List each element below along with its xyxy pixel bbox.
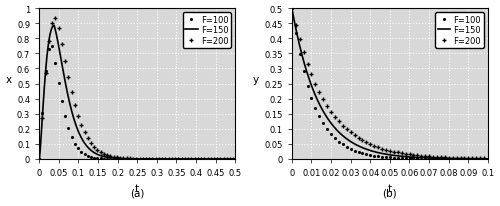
F=200 [52, 18, 59, 20]
F=200 [443, 156, 449, 159]
F=200 [289, 8, 295, 10]
F=150 [479, 158, 485, 160]
F=100 [379, 156, 385, 158]
F=100 [232, 158, 238, 160]
F=200 [479, 157, 485, 160]
Legend: F=100, F=150, F=200: F=100, F=150, F=200 [182, 13, 231, 48]
F=100 [132, 158, 138, 160]
Line: F=150: F=150 [292, 9, 488, 159]
F=100 [226, 158, 232, 160]
F=100 [48, 44, 54, 46]
F=200 [226, 158, 232, 160]
F=100 [299, 63, 305, 66]
F=150 [226, 158, 232, 160]
F=150 [126, 158, 132, 160]
F=100 [443, 158, 449, 160]
F=100 [485, 158, 491, 160]
Title: (a): (a) [130, 188, 144, 198]
F=200 [36, 158, 42, 160]
F=200 [46, 38, 52, 41]
F=200 [232, 158, 238, 160]
F=200 [132, 158, 138, 160]
F=150 [226, 158, 232, 160]
F=150 [443, 157, 449, 160]
Line: F=150: F=150 [39, 26, 235, 159]
F=150 [132, 158, 138, 160]
F=200 [479, 157, 485, 160]
F=150 [36, 158, 42, 160]
F=100 [126, 158, 132, 160]
F=100 [384, 156, 390, 159]
X-axis label: t: t [135, 183, 140, 193]
F=100 [479, 158, 485, 160]
F=100 [479, 158, 485, 160]
F=100 [190, 158, 196, 160]
Y-axis label: y: y [253, 74, 259, 84]
F=150 [51, 25, 57, 28]
F=200 [384, 149, 390, 151]
F=100 [46, 48, 52, 50]
F=150 [384, 153, 390, 156]
F=200 [485, 158, 491, 160]
Line: F=200: F=200 [37, 16, 237, 162]
Y-axis label: x: x [6, 74, 12, 84]
F=150 [299, 54, 305, 56]
Line: F=100: F=100 [38, 43, 237, 161]
F=100 [226, 158, 232, 160]
X-axis label: t: t [388, 183, 392, 193]
F=150 [485, 158, 491, 160]
F=150 [190, 158, 196, 160]
F=200 [190, 158, 196, 160]
F=200 [226, 158, 232, 160]
F=150 [232, 158, 238, 160]
F=200 [379, 147, 385, 150]
F=200 [126, 157, 132, 160]
F=150 [479, 158, 485, 160]
F=100 [36, 158, 42, 160]
F=100 [289, 8, 295, 10]
F=150 [289, 8, 295, 10]
Title: (b): (b) [382, 188, 397, 198]
Legend: F=100, F=150, F=200: F=100, F=150, F=200 [436, 13, 484, 48]
Line: F=100: F=100 [290, 7, 490, 161]
F=150 [46, 38, 52, 41]
F=200 [299, 46, 305, 49]
Line: F=200: F=200 [290, 7, 490, 161]
F=150 [379, 152, 385, 155]
